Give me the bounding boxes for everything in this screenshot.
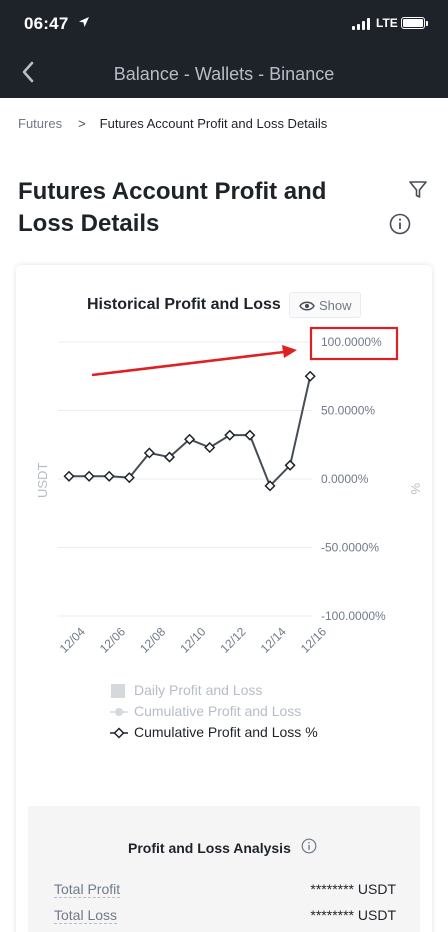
breadcrumb-futures-link[interactable]: Futures (18, 116, 63, 131)
legend-daily-pnl[interactable]: Daily Profit and Loss (110, 682, 318, 703)
y-tick-label: 100.0000% (321, 335, 382, 349)
data-point (264, 480, 276, 492)
data-point (163, 451, 176, 463)
breadcrumb-current: Futures Account Profit and Loss Details (99, 116, 328, 131)
legend-cumulative-pnl-percent[interactable]: Cumulative Profit and Loss % (110, 724, 318, 745)
data-point (184, 433, 196, 445)
x-tick-label: 12/08 (137, 624, 168, 655)
info-icon[interactable] (301, 838, 317, 854)
total-loss-label[interactable]: Total Loss (54, 907, 118, 924)
data-point (224, 429, 236, 441)
page-title: Futures Account Profit and Loss Details (18, 178, 327, 237)
data-point (284, 459, 296, 471)
back-chevron-icon[interactable] (14, 57, 44, 87)
info-icon[interactable] (389, 213, 411, 235)
y-tick-label: 0.0000% (321, 472, 369, 486)
annotation-arrow-head (282, 345, 297, 358)
location-arrow-icon (78, 16, 90, 31)
data-point (63, 470, 75, 482)
data-point (83, 470, 95, 482)
x-tick-label: 12/16 (298, 624, 329, 655)
data-point (123, 472, 135, 484)
y-tick-label: -50.0000% (321, 541, 379, 555)
data-point (143, 447, 155, 459)
x-tick-label: 12/06 (97, 624, 128, 655)
nav-bar: Balance - Wallets - Binance (0, 48, 448, 98)
annotation-arrow-line (91, 350, 285, 377)
legend-label: Cumulative Profit and Loss (134, 703, 302, 719)
series-line (69, 376, 312, 487)
legend-label: Cumulative Profit and Loss % (134, 724, 318, 740)
total-loss-value: ******** USDT (310, 907, 396, 923)
pnl-line-chart: 100.0000% 50.0000% 0.0000% -50.0000% -100.00… (35, 326, 423, 656)
eye-icon (299, 301, 315, 311)
chart-title: Historical Profit and Loss (87, 296, 281, 313)
y-tick-label: -100.0000% (321, 609, 386, 623)
breadcrumb: Futures > Futures Account Profit and Loss … (18, 116, 327, 131)
legend-label: Daily Profit and Loss (134, 682, 263, 698)
analysis-panel: Profit and Loss Analysis Total Profit **… (28, 806, 420, 932)
data-point (103, 470, 115, 482)
signal-icon (352, 18, 372, 30)
total-profit-value: ******** USDT (310, 881, 396, 897)
line-diamond-icon (110, 725, 128, 744)
data-point (304, 370, 316, 382)
x-tick-label: 12/04 (57, 624, 88, 655)
y-axis-label-right: % (408, 483, 423, 495)
square-icon (110, 683, 126, 702)
legend-cumulative-pnl[interactable]: Cumulative Profit and Loss (110, 703, 318, 724)
status-bar: 06:47 LTE (0, 0, 448, 48)
x-tick-label: 12/12 (218, 624, 249, 655)
x-tick-label: 12/14 (258, 624, 289, 655)
line-dot-icon (110, 704, 128, 723)
y-axis-label-left: USDT (35, 463, 50, 498)
total-profit-label[interactable]: Total Profit (54, 881, 121, 898)
annotation-highlight-box (309, 326, 399, 361)
show-button[interactable]: Show (289, 292, 361, 318)
data-point (204, 441, 216, 454)
x-tick-label: 12/10 (177, 624, 208, 655)
breadcrumb-separator: > (78, 116, 86, 131)
data-point (244, 429, 256, 441)
analysis-title: Profit and Loss Analysis (128, 840, 291, 856)
y-tick-label: 50.0000% (321, 404, 375, 418)
filter-icon[interactable] (408, 180, 428, 200)
chart-legend: Daily Profit and Loss Cumulative Profit … (110, 682, 318, 745)
nav-title: Balance - Wallets - Binance (113, 64, 335, 84)
show-button-label: Show (319, 298, 352, 313)
network-type: LTE (376, 16, 398, 30)
clock: 06:47 (24, 14, 69, 33)
battery-icon (401, 17, 428, 29)
